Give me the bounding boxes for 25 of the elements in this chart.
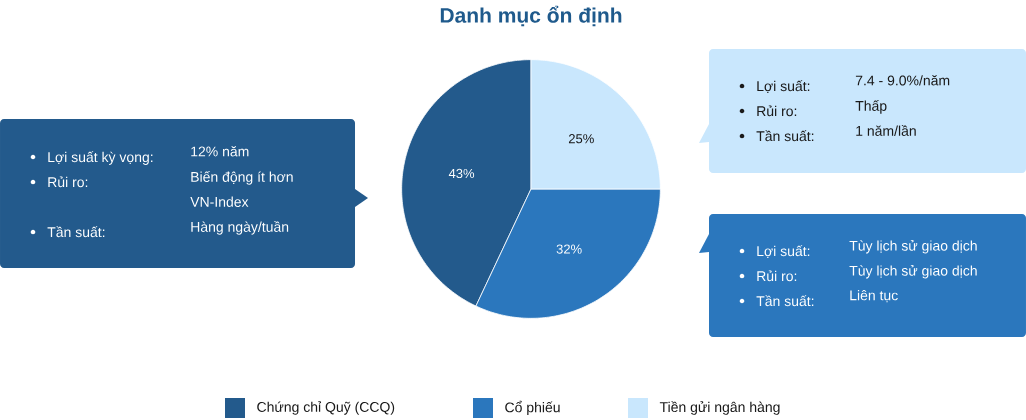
text: Lợi suất: xyxy=(757,245,810,259)
text: Tần suất: xyxy=(756,130,814,142)
text: Thấp xyxy=(855,99,887,114)
text: Tùy lịch sử giao dịch xyxy=(849,264,977,279)
text: 12% năm xyxy=(191,145,249,157)
text: Lợi suất kỳ vọng: xyxy=(48,151,153,165)
text: Liên tục xyxy=(850,289,898,303)
text: Tần suất: xyxy=(47,226,105,238)
text: Rủi ro: xyxy=(757,105,797,117)
text: Rủi ro: xyxy=(757,270,797,282)
legend-label: Tiền gửi ngân hàng xyxy=(659,401,780,415)
text: Hàng ngày/tuần xyxy=(191,220,289,235)
text: 7.4 - 9.0%/năm xyxy=(855,74,950,86)
data-label: 43% xyxy=(448,168,475,179)
text: Tùy lịch sử giao dịch xyxy=(849,239,977,254)
data-label: 32% xyxy=(556,244,582,254)
data-label: 25% xyxy=(568,134,594,144)
text: Tần suất: xyxy=(756,295,814,307)
text: Biến động ít hơn VN-Index xyxy=(190,170,293,207)
legend-label: Chứng chỉ Quỹ (CCQ) xyxy=(257,401,395,415)
legend-label: Cổ phiếu xyxy=(505,400,560,416)
text: Rủi ro: xyxy=(48,176,88,188)
text: 1 năm/lần xyxy=(856,124,916,136)
text: Lợi suất: xyxy=(757,80,810,94)
chart-title: Danh mục ổn định xyxy=(440,5,622,27)
